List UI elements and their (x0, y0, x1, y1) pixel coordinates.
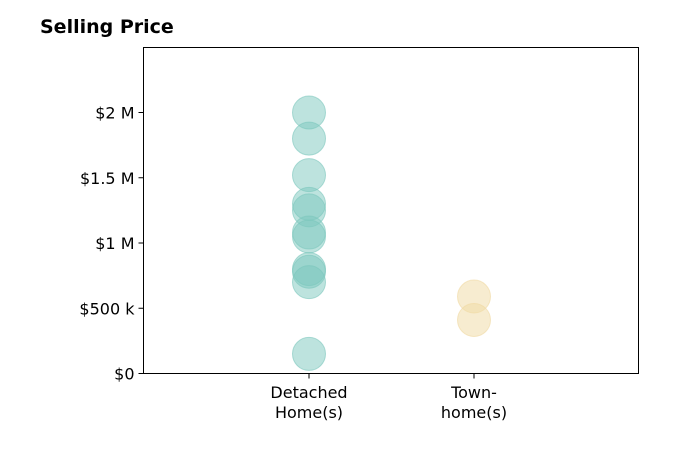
x-tick-label: Town- (450, 383, 497, 402)
y-tick-label: $1.5 M (80, 169, 135, 188)
x-tick-label: Detached (270, 383, 347, 402)
y-tick-label: $0 (114, 365, 134, 384)
plot-frame (143, 47, 639, 374)
y-axis: $0 $500 k $1 M $1.5 M $2 M (79, 104, 144, 384)
data-point (292, 336, 326, 371)
data-point (292, 219, 326, 254)
x-tick-label: home(s) (441, 403, 507, 422)
y-tick-label: $2 M (95, 104, 134, 123)
y-tick-label: $500 k (79, 299, 135, 318)
chart-title: Selling Price (40, 16, 174, 38)
data-points (292, 95, 491, 371)
data-point (292, 121, 326, 156)
data-point (292, 158, 326, 193)
x-tick-label: Home(s) (275, 403, 343, 422)
data-point (457, 302, 491, 337)
y-tick-label: $1 M (95, 234, 134, 253)
data-point (292, 265, 326, 300)
